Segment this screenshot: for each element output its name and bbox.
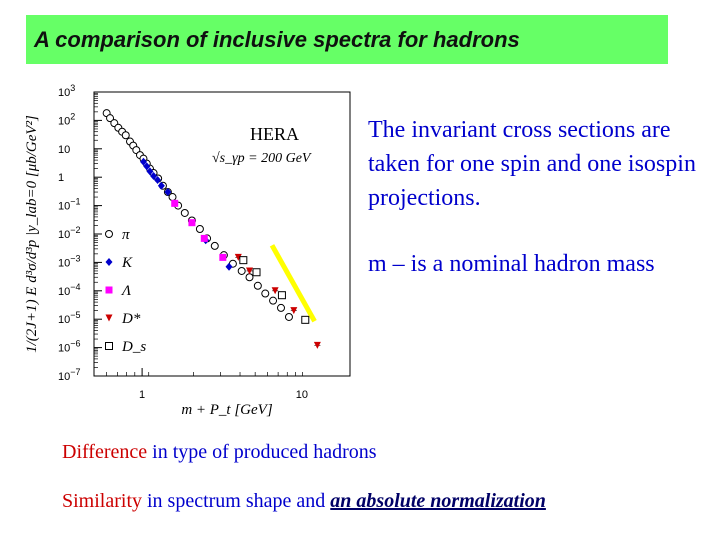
x-axis-label: m + P_t [GeV] xyxy=(181,402,273,418)
similarity-word: Similarity xyxy=(62,490,142,512)
hera-label: HERA xyxy=(250,124,299,144)
difference-line: Difference in type of produced hadrons xyxy=(62,441,377,464)
y-tick-label: 10 xyxy=(58,144,70,156)
data-point-0 xyxy=(277,303,286,312)
note-nominal-mass: m – is a nominal hadron mass xyxy=(368,251,655,277)
data-point-1 xyxy=(143,162,151,171)
x-tick-label: 1 xyxy=(139,389,145,401)
data-point-4 xyxy=(301,315,310,324)
y-tick-label: 10−3 xyxy=(58,253,81,269)
data-point-3 xyxy=(271,287,279,295)
data-point-1 xyxy=(139,157,147,166)
data-point-4 xyxy=(277,291,286,300)
y-tick-label: 103 xyxy=(58,83,75,99)
y-tick-label: 10−2 xyxy=(58,225,81,241)
data-point-1 xyxy=(154,175,162,184)
absolute-normalization-link: an absolute normalization xyxy=(330,490,546,512)
note-cross-sections: The invariant cross sections are taken f… xyxy=(368,117,696,211)
data-point-1 xyxy=(157,181,165,190)
page-title: A comparison of inclusive spectra for ha… xyxy=(34,27,520,52)
y-tick-label: 10−7 xyxy=(58,367,81,383)
legend-label-1: K xyxy=(121,255,133,271)
data-point-2 xyxy=(200,234,208,242)
similarity-line: Similarity in spectrum shape and an abso… xyxy=(62,490,546,513)
y-tick-label: 1 xyxy=(58,172,64,184)
data-point-0 xyxy=(195,224,204,233)
y-tick-label: 10−1 xyxy=(58,197,81,213)
data-point-2 xyxy=(171,199,179,207)
data-point-2 xyxy=(188,219,196,227)
data-point-3 xyxy=(246,267,254,275)
legend-label-2: Λ xyxy=(120,283,131,299)
difference-rest: in type of produced hadrons xyxy=(147,441,377,463)
legend-label-4: D_s xyxy=(121,339,146,355)
legend-marker-3 xyxy=(105,314,113,322)
y-tick-label: 10−5 xyxy=(58,310,81,326)
y-axis-label: 1/(2J+1) E d³σ/d³p |y_lab=0 [μb/GeV²] xyxy=(24,115,40,353)
data-point-0 xyxy=(269,296,278,305)
legend-marker-4 xyxy=(105,342,113,350)
similarity-mid: in spectrum shape and xyxy=(142,490,331,512)
data-point-3 xyxy=(234,253,242,261)
energy-label: √s_γp = 200 GeV xyxy=(212,151,312,166)
data-point-0 xyxy=(245,273,254,282)
x-tick-label: 10 xyxy=(296,389,308,401)
data-point-0 xyxy=(237,266,246,275)
data-point-1 xyxy=(146,167,154,176)
data-point-1 xyxy=(164,188,172,197)
y-tick-label: 102 xyxy=(58,111,75,127)
legend-label-3: D* xyxy=(121,311,141,327)
difference-word: Difference xyxy=(62,441,148,463)
data-point-2 xyxy=(219,253,227,261)
data-point-1 xyxy=(150,172,158,181)
data-point-0 xyxy=(168,193,177,202)
data-point-3 xyxy=(290,307,298,315)
y-tick-label: 10−6 xyxy=(58,339,81,355)
data-point-4 xyxy=(252,268,261,277)
plot-frame xyxy=(93,91,351,377)
legend-label-0: π xyxy=(122,227,130,243)
trend-line xyxy=(269,244,317,323)
legend-marker-2 xyxy=(105,286,113,294)
data-point-4 xyxy=(239,256,248,265)
data-point-0 xyxy=(253,281,262,290)
legend-marker-1 xyxy=(105,258,113,266)
legend-marker-0 xyxy=(105,230,113,238)
data-point-3 xyxy=(313,341,321,349)
data-point-1 xyxy=(225,262,233,271)
data-point-0 xyxy=(210,241,219,250)
data-point-0 xyxy=(261,289,270,298)
y-tick-label: 10−4 xyxy=(58,282,81,298)
data-point-0 xyxy=(121,131,130,140)
title-bar: A comparison of inclusive spectra for ha… xyxy=(26,15,668,64)
data-point-0 xyxy=(106,114,115,123)
data-point-0 xyxy=(284,312,293,321)
data-point-0 xyxy=(180,208,189,217)
